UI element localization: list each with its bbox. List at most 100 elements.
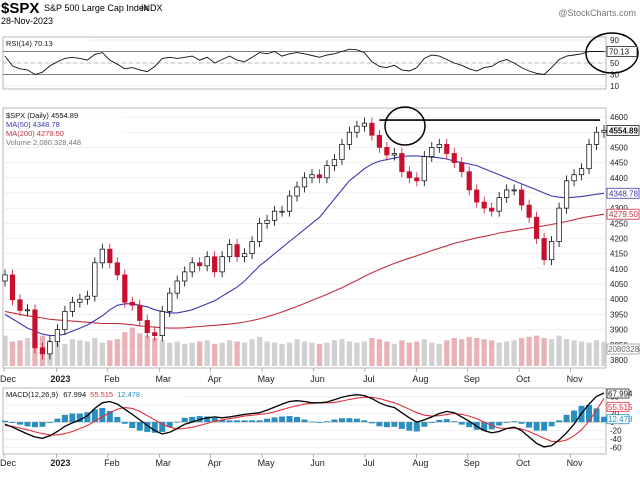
candle-body xyxy=(496,197,502,212)
volume-bar xyxy=(204,340,210,366)
volume-bar xyxy=(122,332,128,366)
histogram-bar xyxy=(331,419,338,423)
histogram-bar xyxy=(91,409,98,423)
candle-body xyxy=(556,207,562,242)
histogram-bar xyxy=(541,422,548,431)
macd-line xyxy=(4,392,605,448)
candle-body xyxy=(466,171,472,191)
rsi-legend-bg xyxy=(4,38,90,48)
price-tick-label: 4450 xyxy=(610,159,628,168)
candle-body xyxy=(137,304,143,321)
candle-body xyxy=(264,219,270,224)
volume-bar xyxy=(489,340,495,366)
candle-body xyxy=(84,295,90,300)
histogram-bar xyxy=(451,421,458,423)
volume-bar xyxy=(481,339,487,366)
volume-value-badge: 2080328448 xyxy=(606,343,640,355)
rsi-line xyxy=(4,48,605,75)
macd-badge-text: 67.994 xyxy=(608,389,633,398)
volume-bar xyxy=(324,342,330,366)
volume-bar xyxy=(601,341,607,366)
volume-bar xyxy=(354,342,360,366)
histogram-bar xyxy=(106,410,113,423)
histogram-bar xyxy=(316,422,323,423)
histogram-bar xyxy=(181,417,188,423)
candle-body xyxy=(197,262,203,267)
candle-body xyxy=(593,131,600,145)
histogram-bar xyxy=(338,418,345,423)
price-legend-main: $SPX (Daily) 4554.89 xyxy=(6,111,78,120)
candle-body xyxy=(17,299,23,311)
volume-bar xyxy=(301,341,308,366)
chart-date: 28-Nov-2023 xyxy=(1,16,53,26)
candle-body xyxy=(9,274,16,301)
histogram-bar xyxy=(368,422,375,424)
ma50-legend: MA(50) 4348.78 xyxy=(6,120,60,129)
histogram-bar xyxy=(271,417,278,423)
volume-bar xyxy=(107,340,113,366)
candle-body xyxy=(481,201,487,209)
candle-body xyxy=(2,274,8,282)
volume-bar xyxy=(399,340,405,366)
histogram-bar xyxy=(151,422,158,433)
candle-body xyxy=(451,153,457,163)
candle-body xyxy=(361,122,367,127)
x-tick-label: Aug xyxy=(412,374,428,384)
price-tick-label: 3900 xyxy=(610,326,628,335)
volume-bar xyxy=(331,340,338,366)
histogram-bar xyxy=(413,422,420,432)
candle-body xyxy=(249,241,255,255)
volume-bar xyxy=(77,340,83,366)
candle-body xyxy=(62,311,68,330)
volume-bar xyxy=(24,338,31,366)
volume-bar xyxy=(279,343,285,366)
volume-bar xyxy=(361,341,368,366)
histogram-bar xyxy=(114,416,121,423)
x-tick-label: 2023 xyxy=(50,374,70,384)
signal-badge-text: 55.515 xyxy=(608,403,633,412)
ma50-badge-box xyxy=(606,187,640,199)
volume-legend: Volume 2,080,328,448 xyxy=(6,138,81,147)
volume-bar xyxy=(92,338,98,366)
candle-body xyxy=(391,153,397,156)
volume-bar xyxy=(526,336,532,366)
candle-body xyxy=(39,347,46,355)
candle-body xyxy=(489,207,495,212)
histogram-bar xyxy=(436,419,443,423)
volume-bar xyxy=(234,341,240,366)
volume-bar xyxy=(9,341,16,366)
volume-bar xyxy=(436,343,442,366)
volume-bar xyxy=(369,338,375,366)
candle-body xyxy=(167,292,173,312)
ma50-badge-text: 4348.78 xyxy=(609,189,638,198)
candle-body xyxy=(256,222,263,242)
volume-bar xyxy=(197,341,203,366)
candle-body xyxy=(354,125,360,133)
macd-legend-bg xyxy=(4,389,184,399)
x-tick-label: Mar xyxy=(155,458,171,468)
candle-body xyxy=(182,271,188,282)
volume-bar xyxy=(159,340,165,366)
volume-bar xyxy=(114,339,120,366)
x-tick-label: Jun xyxy=(310,374,325,384)
volume-bar xyxy=(62,343,68,366)
rsi-value-badge: 70.13 xyxy=(606,46,638,57)
histogram-bar xyxy=(406,422,413,431)
volume-bar xyxy=(264,341,270,366)
volume-bar xyxy=(227,340,233,366)
rsi-legend: RSI(14) 70.13 xyxy=(6,39,53,48)
histogram-bar xyxy=(76,413,83,423)
last-price-badge-text: 4554.89 xyxy=(609,126,638,135)
histogram-bar xyxy=(466,422,473,428)
candle-body xyxy=(174,280,180,294)
candle-body xyxy=(279,210,285,213)
histogram-bar xyxy=(249,420,256,423)
volume-bar xyxy=(212,343,218,366)
histogram-bar xyxy=(376,422,383,427)
volume-bar xyxy=(376,339,382,366)
macd-badge-box xyxy=(606,388,630,399)
volume-bar xyxy=(152,338,158,366)
stockcharts-credit: @StockCharts.com xyxy=(558,8,636,18)
histogram-bar xyxy=(39,422,46,427)
volume-bar xyxy=(459,339,465,366)
